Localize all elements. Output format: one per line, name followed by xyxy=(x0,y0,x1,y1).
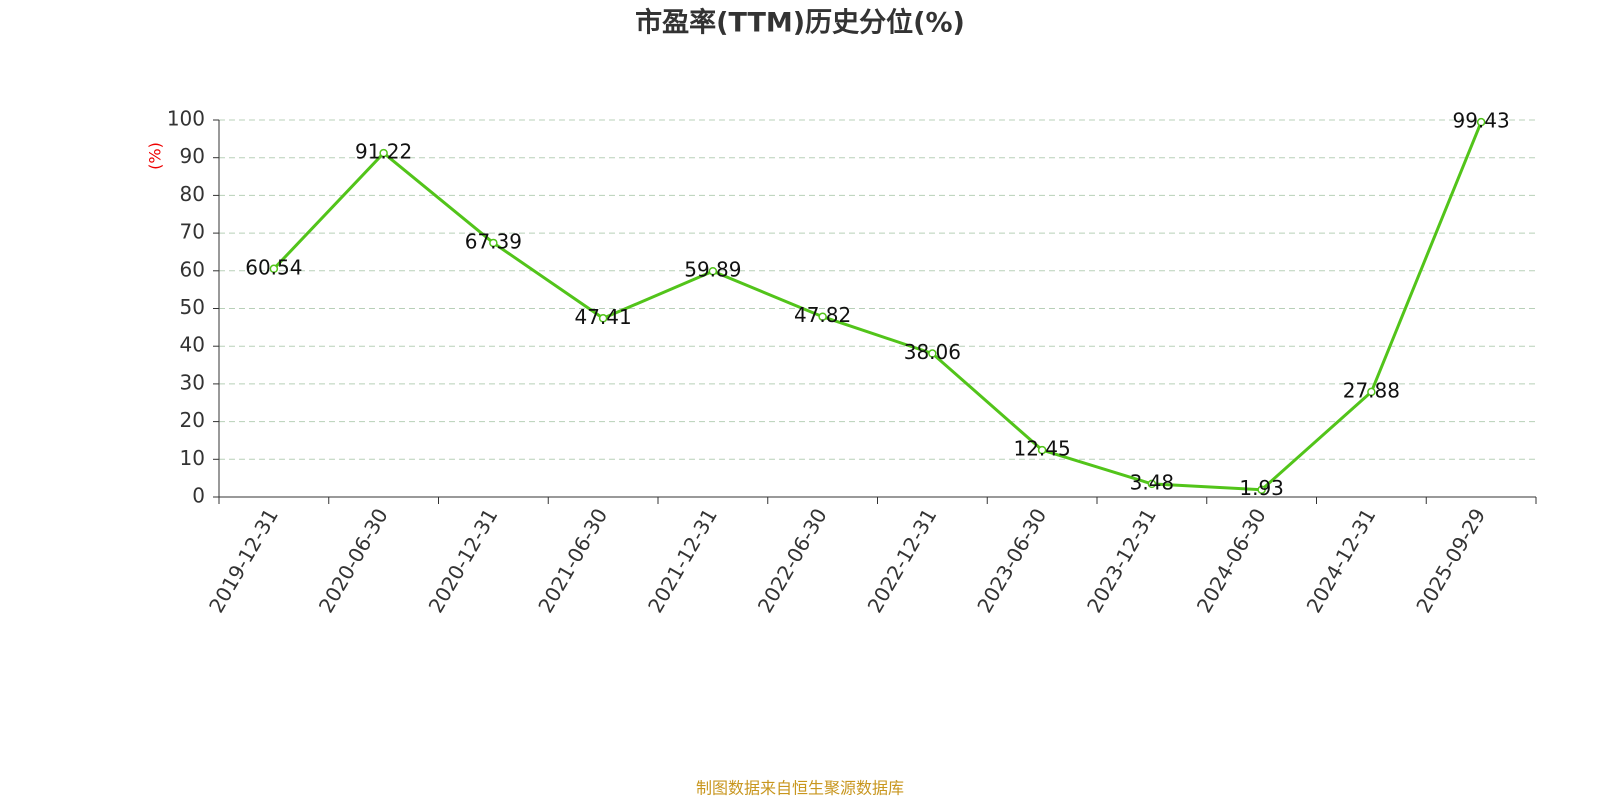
y-tick-label: 70 xyxy=(180,220,205,244)
y-tick-label: 20 xyxy=(180,408,205,432)
point xyxy=(489,238,498,248)
x-tick-label: 2023-06-30 xyxy=(972,504,1051,617)
data-label: 60.54 xyxy=(245,255,302,279)
data-label: 59.89 xyxy=(684,258,741,282)
y-tick-label: 30 xyxy=(180,370,205,394)
y-tick-label: 50 xyxy=(180,295,205,319)
data-label: 47.82 xyxy=(794,303,851,327)
x-tick-label: 2020-06-30 xyxy=(314,504,393,617)
y-tick-label: 90 xyxy=(180,144,205,168)
point xyxy=(708,266,718,276)
line xyxy=(272,121,1483,492)
data-label: 3.48 xyxy=(1130,470,1175,494)
point xyxy=(1147,479,1157,489)
data-label: 1.93 xyxy=(1239,476,1284,500)
x-tick-label: 2020-12-31 xyxy=(424,504,503,617)
data-label: 38.06 xyxy=(904,340,961,364)
point xyxy=(1367,387,1376,397)
x-tick-label: 2024-06-30 xyxy=(1192,504,1271,617)
data-label: 91.22 xyxy=(355,140,412,164)
y-tick-label: 40 xyxy=(180,333,205,357)
point xyxy=(1257,485,1266,494)
point xyxy=(269,264,279,274)
source-note: 制图数据来自恒生聚源数据库 xyxy=(696,779,904,798)
x-tick-label: 2021-12-31 xyxy=(643,504,722,617)
x-tick-label: 2024-12-31 xyxy=(1302,504,1381,617)
point xyxy=(379,148,388,158)
point xyxy=(598,314,608,323)
x-tick-label: 2022-12-31 xyxy=(863,504,942,617)
chart-title: 市盈率(TTM)历史分位(%) xyxy=(635,7,965,39)
x-tick-label: 2025-09-29 xyxy=(1411,504,1490,617)
point xyxy=(818,312,827,321)
y-tick-label: 0 xyxy=(192,484,205,508)
point xyxy=(1476,117,1486,127)
data-label: 67.39 xyxy=(465,229,522,253)
y-axis-label: (%) xyxy=(146,142,165,170)
data-label: 47.41 xyxy=(574,305,631,329)
x-tick-label: 2021-06-30 xyxy=(533,504,612,617)
y-tick-label: 80 xyxy=(180,182,205,206)
y-tick-label: 60 xyxy=(180,257,205,281)
data-label: 99.43 xyxy=(1452,109,1509,133)
x-tick-label: 2023-12-31 xyxy=(1082,504,1161,617)
point xyxy=(928,349,937,358)
data-label: 27.88 xyxy=(1343,378,1400,402)
point xyxy=(1037,445,1047,455)
x-tick-label: 2022-06-30 xyxy=(753,504,832,617)
data-label: 12.45 xyxy=(1013,437,1070,461)
y-tick-label: 10 xyxy=(180,446,205,470)
x-tick-label: 2019-12-31 xyxy=(204,504,283,617)
y-tick-label: 100 xyxy=(167,107,205,131)
